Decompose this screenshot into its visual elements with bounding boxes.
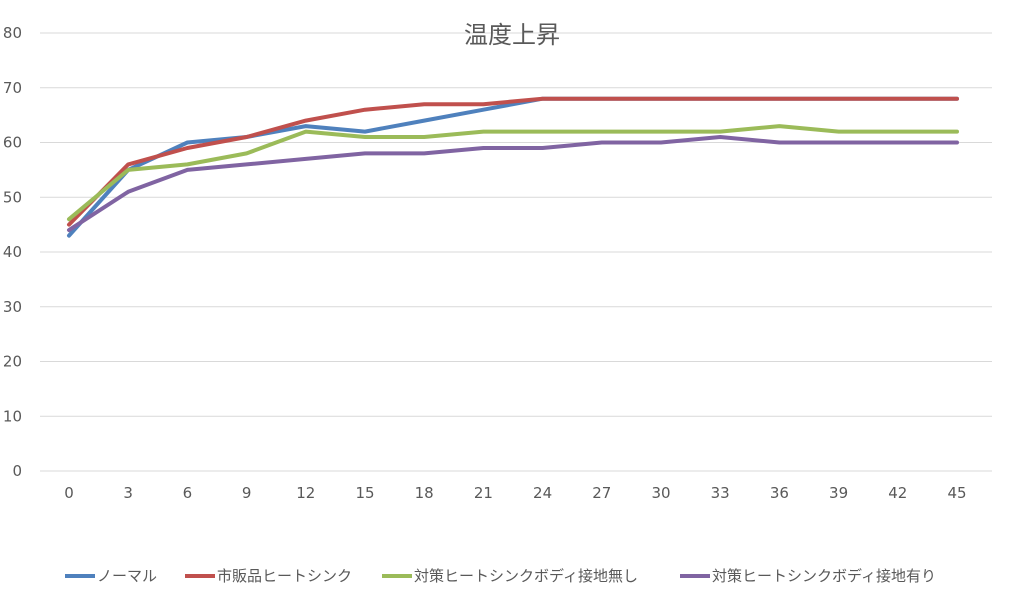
x-tick-label: 21 [474, 484, 493, 502]
x-tick-label: 6 [183, 484, 193, 502]
x-tick-label: 45 [947, 484, 966, 502]
chart-title: 温度上昇 [464, 21, 560, 49]
legend-label: ノーマル [97, 567, 157, 585]
x-tick-label: 18 [415, 484, 434, 502]
y-tick-label: 60 [3, 134, 22, 152]
x-tick-label: 42 [888, 484, 907, 502]
legend-item-1: ノーマル [65, 567, 157, 585]
x-tick-label: 27 [592, 484, 611, 502]
series-line-4 [67, 135, 959, 233]
legend: ノーマル 市販品ヒートシンク 対策ヒートシンクボディ接地無し 対策ヒートシンクボディ接… [65, 567, 936, 585]
x-tick-label: 24 [533, 484, 552, 502]
y-tick-label: 0 [12, 462, 22, 480]
x-tick-label: 36 [770, 484, 789, 502]
series-lines [67, 96, 959, 238]
y-tick-label: 30 [3, 298, 22, 316]
y-axis-ticks: 0 10 20 30 40 50 60 70 80 [3, 24, 22, 480]
legend-label: 市販品ヒートシンク [217, 567, 352, 585]
x-tick-label: 0 [64, 484, 74, 502]
x-tick-label: 30 [651, 484, 670, 502]
x-tick-label: 39 [829, 484, 848, 502]
x-tick-label: 12 [296, 484, 315, 502]
x-axis-ticks: 0 3 6 9 12 15 18 21 24 27 30 33 36 39 42 45 [64, 484, 966, 502]
series-line-2 [67, 96, 959, 227]
legend-item-4: 対策ヒートシンクボディ接地有り [680, 567, 936, 585]
legend-item-2: 市販品ヒートシンク [185, 567, 352, 585]
y-tick-label: 40 [3, 243, 22, 261]
x-tick-label: 33 [711, 484, 730, 502]
y-tick-label: 50 [3, 188, 22, 206]
x-tick-label: 3 [123, 484, 133, 502]
series-line-3 [67, 124, 959, 222]
legend-item-3: 対策ヒートシンクボディ接地無し [382, 567, 638, 585]
legend-label: 対策ヒートシンクボディ接地無し [414, 567, 638, 585]
x-tick-label: 15 [355, 484, 374, 502]
y-tick-label: 80 [3, 24, 22, 42]
y-tick-label: 20 [3, 353, 22, 371]
legend-label: 対策ヒートシンクボディ接地有り [712, 567, 936, 585]
y-tick-label: 70 [3, 79, 22, 97]
x-tick-label: 9 [242, 484, 252, 502]
y-tick-label: 10 [3, 407, 22, 425]
